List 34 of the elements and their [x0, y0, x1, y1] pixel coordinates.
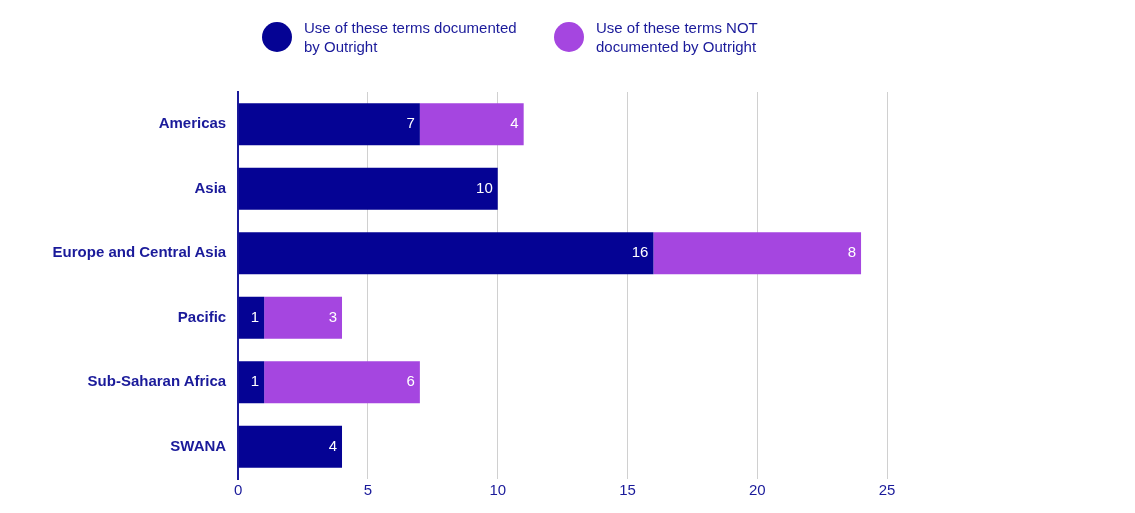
y-tick-label: Pacific — [177, 307, 227, 325]
legend-label: Use of these terms NOT documented by Outright — [596, 18, 759, 56]
data-label: 8 — [847, 243, 857, 261]
bar — [264, 296, 343, 339]
bar — [238, 425, 343, 468]
y-tick-label: Asia — [194, 178, 227, 196]
y-tick-label: Europe and Central Asia — [52, 243, 227, 261]
x-tick-label: 20 — [748, 481, 766, 499]
data-label: 7 — [406, 114, 415, 132]
y-tick-label: SWANA — [170, 436, 227, 454]
data-label: 1 — [250, 372, 260, 390]
bar — [653, 232, 862, 275]
data-label: 3 — [328, 307, 338, 325]
bar — [238, 167, 498, 210]
bar — [419, 103, 524, 146]
bar — [238, 232, 654, 275]
y-tick-label: Sub-Saharan Africa — [87, 372, 227, 390]
bar — [238, 296, 265, 339]
y-tick-label: Americas — [158, 114, 227, 132]
data-label: 16 — [631, 243, 649, 261]
legend-label: Use of these terms documented by Outright — [304, 18, 518, 56]
data-label: 10 — [476, 178, 493, 196]
bar — [238, 361, 265, 404]
bar — [238, 103, 420, 146]
x-tick-label: 10 — [489, 481, 507, 499]
x-tick-label: 15 — [619, 481, 636, 499]
x-tick-label: 25 — [878, 481, 896, 499]
data-label: 4 — [510, 114, 519, 132]
bar — [264, 361, 420, 404]
data-label: 4 — [328, 436, 338, 454]
data-label: 1 — [250, 307, 260, 325]
x-tick-label: 5 — [363, 481, 373, 499]
data-label: 6 — [406, 372, 415, 390]
x-tick-label: 0 — [234, 481, 243, 499]
